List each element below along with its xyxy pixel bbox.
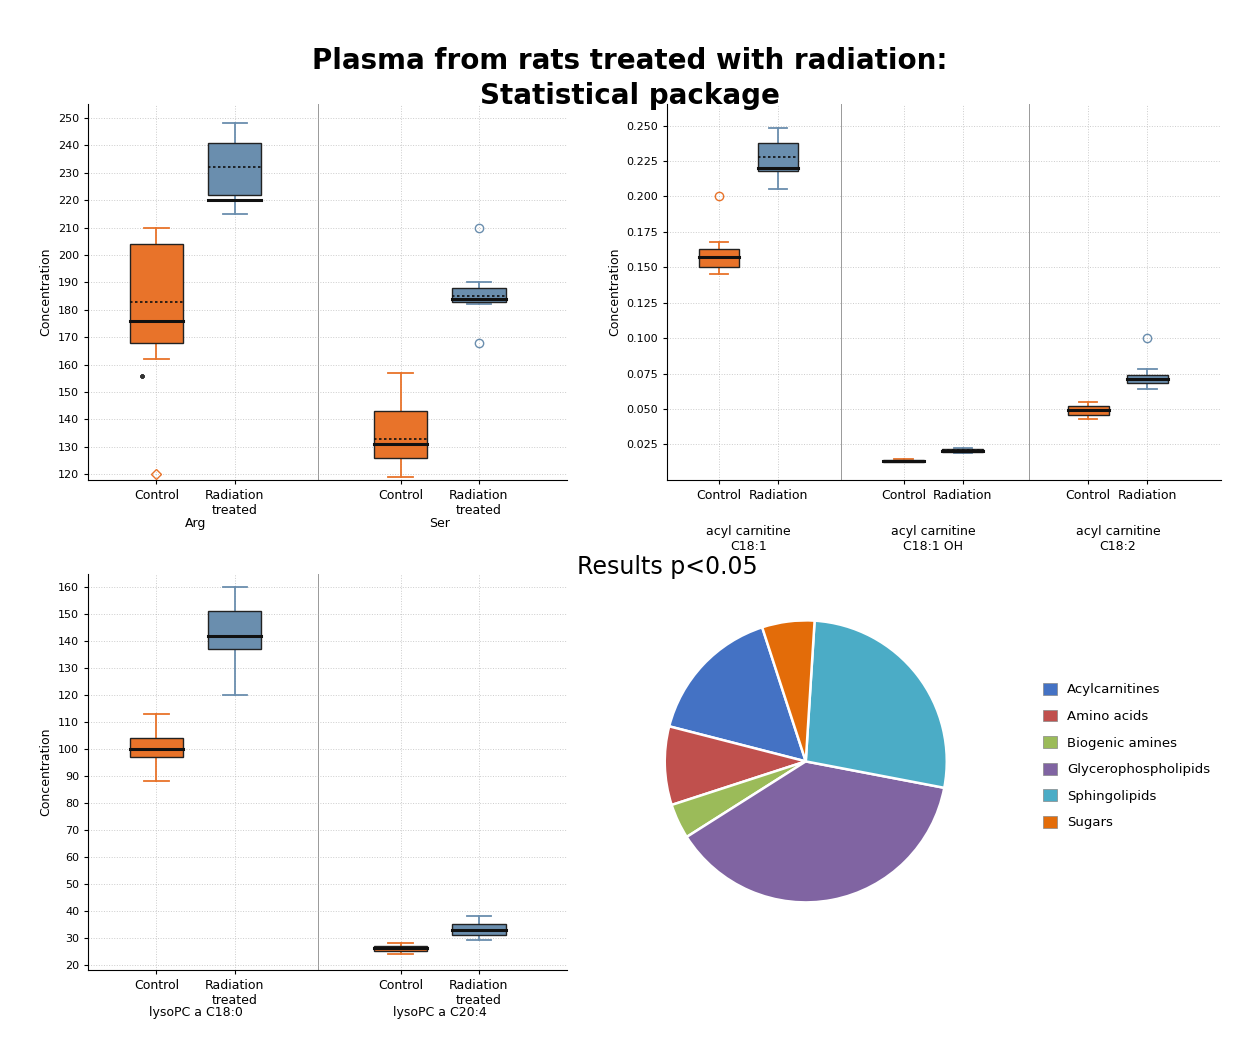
Bar bbox=[884, 460, 924, 462]
Wedge shape bbox=[806, 621, 947, 787]
Text: Results p<0.05: Results p<0.05 bbox=[577, 555, 758, 579]
Text: Arg: Arg bbox=[185, 517, 206, 530]
Wedge shape bbox=[762, 621, 815, 761]
Bar bbox=[374, 946, 427, 951]
Text: Plasma from rats treated with radiation:
Statistical package: Plasma from rats treated with radiation:… bbox=[312, 47, 947, 110]
Text: lysoPC a C18:0: lysoPC a C18:0 bbox=[149, 1005, 243, 1019]
Y-axis label: Concentration: Concentration bbox=[39, 728, 53, 816]
Wedge shape bbox=[671, 761, 806, 836]
Text: lysoPC a C20:4: lysoPC a C20:4 bbox=[393, 1005, 486, 1019]
Bar bbox=[208, 143, 262, 195]
Bar bbox=[1068, 406, 1109, 415]
Bar bbox=[699, 249, 739, 267]
Text: acyl carnitine
C18:1: acyl carnitine C18:1 bbox=[706, 525, 791, 553]
Text: acyl carnitine
C18:1 OH: acyl carnitine C18:1 OH bbox=[891, 525, 976, 553]
Bar bbox=[1127, 374, 1167, 384]
Text: acyl carnitine
C18:2: acyl carnitine C18:2 bbox=[1075, 525, 1160, 553]
Bar bbox=[758, 143, 798, 171]
Y-axis label: Concentration: Concentration bbox=[608, 248, 621, 336]
Legend: Acylcarnitines, Amino acids, Biogenic amines, Glycerophospholipids, Sphingolipid: Acylcarnitines, Amino acids, Biogenic am… bbox=[1039, 678, 1215, 834]
Wedge shape bbox=[686, 761, 944, 902]
Bar bbox=[208, 611, 262, 649]
Bar bbox=[452, 924, 506, 935]
Y-axis label: Concentration: Concentration bbox=[39, 248, 53, 336]
Bar bbox=[374, 411, 427, 458]
Bar bbox=[130, 738, 184, 757]
Wedge shape bbox=[670, 627, 806, 761]
Wedge shape bbox=[665, 726, 806, 805]
Bar bbox=[130, 244, 184, 343]
Bar bbox=[452, 288, 506, 301]
Bar bbox=[943, 450, 983, 453]
Text: Ser: Ser bbox=[429, 517, 449, 530]
